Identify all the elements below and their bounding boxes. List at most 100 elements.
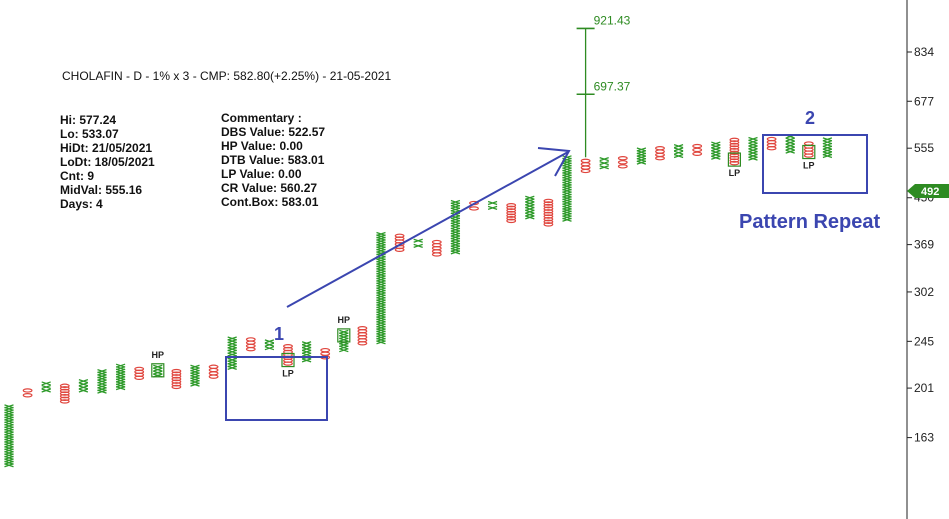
pnf-column-o — [766, 136, 777, 151]
x-mark — [153, 364, 163, 369]
stat-lodt: LoDt: 18/05/2021 — [60, 155, 155, 169]
pnf-column-x — [487, 200, 498, 211]
commentary-dtb: DTB Value: 583.01 — [221, 153, 325, 167]
o-mark — [729, 158, 740, 163]
y-tick-label: 302 — [914, 285, 934, 299]
pivot-label-lp: LP — [282, 369, 294, 379]
x-mark — [487, 205, 498, 211]
o-mark — [580, 168, 591, 174]
pnf-column-o — [617, 155, 628, 169]
target-label: 921.43 — [594, 13, 631, 27]
x-mark — [97, 389, 107, 394]
x-mark — [748, 148, 758, 153]
x-mark — [748, 142, 758, 147]
pnf-column-o — [692, 143, 703, 156]
x-mark — [748, 156, 758, 161]
pnf-column-x — [78, 379, 89, 393]
annotation-layer: 1 2 Pattern Repeat — [225, 108, 880, 421]
y-tick-label: 555 — [914, 141, 934, 155]
x-mark — [785, 140, 795, 145]
o-mark — [357, 341, 368, 346]
pnf-column-x — [673, 143, 684, 159]
x-mark — [78, 379, 89, 384]
x-mark — [822, 151, 833, 156]
commentary-cr: CR Value: 560.27 — [221, 181, 317, 195]
x-mark — [525, 206, 535, 212]
pnf-column-o — [171, 368, 182, 390]
pivot-box — [337, 328, 351, 343]
o-mark — [580, 158, 591, 164]
o-mark — [22, 388, 33, 393]
x-mark — [339, 348, 349, 353]
x-mark — [599, 165, 609, 170]
x-mark — [748, 153, 758, 158]
y-tick-label: 834 — [914, 45, 934, 59]
pnf-column-o — [431, 239, 442, 257]
o-mark — [729, 142, 740, 148]
o-mark — [283, 361, 293, 366]
price-badge-label: 492 — [921, 186, 939, 198]
pnf-column-x — [599, 156, 609, 170]
x-mark — [822, 140, 833, 145]
pattern-repeat-text: Pattern Repeat — [739, 211, 880, 233]
o-mark — [617, 160, 628, 165]
pnf-column-x — [711, 141, 721, 160]
pnf-column-x — [562, 155, 572, 222]
x-mark — [78, 385, 89, 390]
pnf-column-x — [41, 381, 51, 393]
pivot-box — [151, 363, 165, 378]
x-mark — [525, 204, 535, 209]
o-mark — [803, 153, 814, 158]
o-mark — [729, 140, 740, 145]
o-mark — [729, 147, 740, 153]
pnf-column-x — [450, 199, 461, 255]
pivot-label-lp: LP — [729, 168, 741, 178]
x-mark — [785, 146, 795, 151]
pnf-column-o — [134, 366, 145, 380]
pnf-column-o — [803, 141, 814, 158]
pnf-column-x — [153, 364, 163, 378]
o-mark — [171, 384, 182, 390]
x-mark — [785, 149, 795, 154]
y-tick-label: 201 — [914, 381, 934, 395]
x-mark — [4, 463, 14, 468]
pnf-column-x — [525, 195, 535, 220]
pnf-column-x — [785, 134, 795, 154]
o-mark — [692, 143, 703, 149]
commentary-dbs: DBS Value: 522.57 — [221, 125, 325, 139]
x-mark — [264, 346, 275, 351]
x-mark — [711, 144, 721, 149]
commentary-lp: LP Value: 0.00 — [221, 167, 302, 181]
y-axis-ticks: 834677555450369302245201163 — [907, 45, 934, 445]
pnf-column-x — [413, 238, 423, 249]
pnf-column-x — [301, 341, 312, 363]
o-mark — [617, 164, 628, 169]
x-mark — [748, 139, 758, 144]
x-mark — [822, 153, 833, 159]
x-mark — [301, 341, 312, 346]
o-mark — [580, 165, 591, 170]
x-mark — [711, 147, 721, 152]
pnf-column-x — [376, 231, 386, 345]
x-mark — [525, 215, 535, 220]
commentary-contbox: Cont.Box: 583.01 — [221, 195, 319, 209]
x-mark — [748, 145, 758, 150]
x-mark — [190, 382, 200, 387]
x-mark — [785, 137, 795, 142]
pnf-column-x — [4, 404, 14, 468]
o-mark — [469, 206, 479, 211]
o-mark — [59, 399, 70, 404]
pattern-box-2 — [762, 134, 868, 194]
x-mark — [301, 349, 312, 354]
x-mark — [301, 352, 312, 357]
x-mark — [41, 388, 51, 393]
x-mark — [301, 358, 312, 363]
price-badge-shape — [907, 184, 949, 198]
pnf-column-o — [245, 337, 256, 352]
current-price-badge: 492 — [907, 184, 949, 198]
commentary-heading: Commentary : — [221, 111, 302, 125]
x-mark — [525, 212, 535, 217]
o-mark — [22, 393, 33, 398]
